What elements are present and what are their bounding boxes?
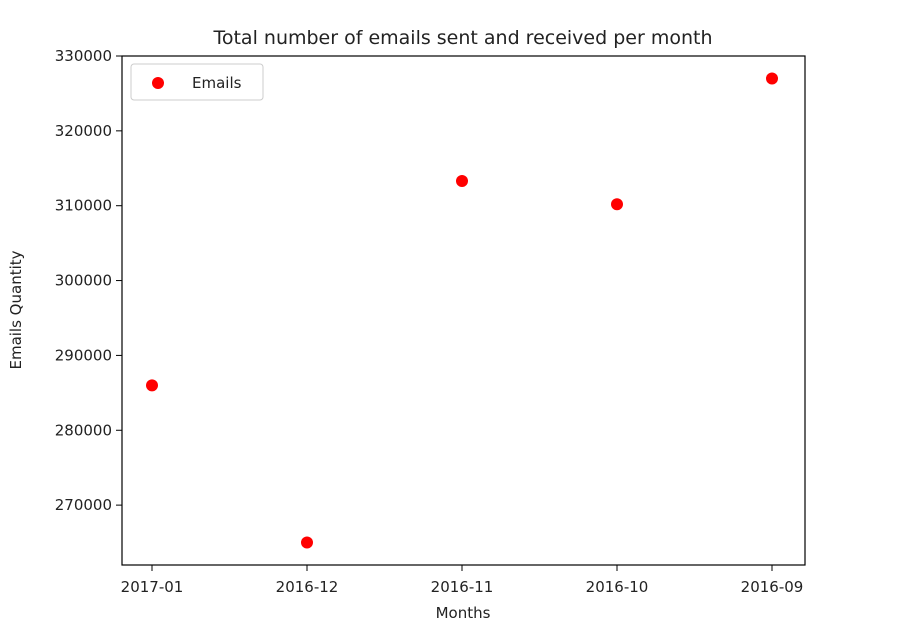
y-tick-label: 310000 bbox=[55, 197, 112, 215]
y-tick-label: 290000 bbox=[55, 346, 112, 364]
data-point bbox=[611, 198, 623, 211]
x-axis: 2017-01 2016-12 2016-11 2016-10 2016-09 bbox=[121, 565, 804, 596]
x-tick-label: 2016-12 bbox=[276, 578, 339, 596]
y-tick-label: 330000 bbox=[55, 47, 112, 65]
chart-title: Total number of emails sent and received… bbox=[212, 27, 712, 49]
plot-frame bbox=[121, 55, 806, 566]
legend-box bbox=[130, 63, 264, 101]
y-tick-label: 270000 bbox=[55, 496, 112, 514]
data-point bbox=[146, 379, 158, 392]
data-point bbox=[766, 72, 778, 85]
y-tick-label: 280000 bbox=[55, 421, 112, 439]
x-axis-label: Months bbox=[436, 604, 491, 622]
data-point bbox=[301, 536, 313, 549]
x-tick-label: 2017-01 bbox=[121, 578, 184, 596]
y-tick-label: 320000 bbox=[55, 122, 112, 140]
legend-marker bbox=[152, 77, 164, 89]
y-axis-label: Emails Quantity bbox=[7, 250, 25, 369]
x-tick-label: 2016-09 bbox=[741, 578, 804, 596]
x-tick-label: 2016-10 bbox=[586, 578, 649, 596]
data-points bbox=[146, 72, 778, 549]
y-axis: 270000 280000 290000 300000 310000 320000 3300… bbox=[55, 47, 122, 514]
legend-label-emails: Emails bbox=[192, 74, 242, 92]
data-point bbox=[456, 175, 468, 188]
y-tick-label: 300000 bbox=[55, 272, 112, 290]
x-tick-label: 2016-11 bbox=[431, 578, 494, 596]
legend: Emails bbox=[130, 63, 264, 101]
